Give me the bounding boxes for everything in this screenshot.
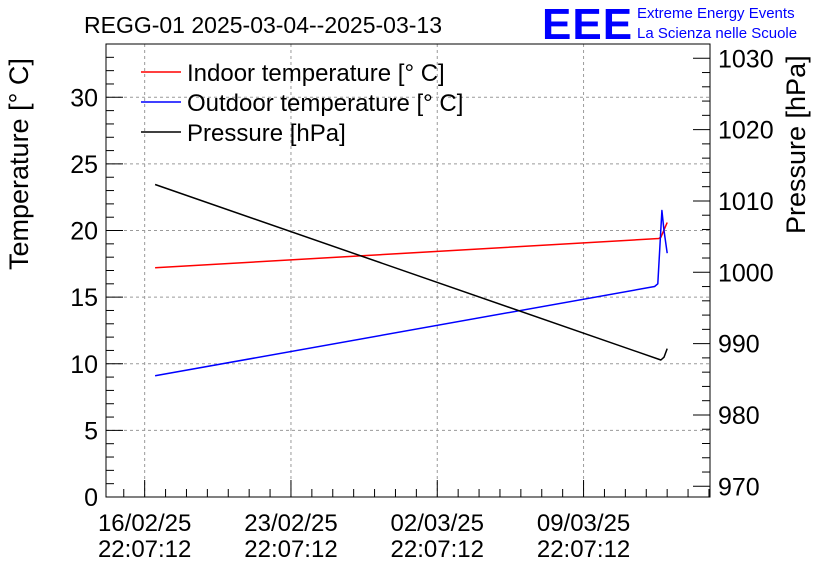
- eee-logo-line1: Extreme Energy Events: [637, 5, 795, 22]
- y-tick-label: 25: [70, 151, 98, 179]
- y2-tick-label: 970: [718, 473, 760, 501]
- y2-axis-label: Pressure [hPa]: [781, 55, 811, 234]
- x-tick-label-time: 22:07:12: [391, 536, 484, 563]
- x-tick-label-date: 16/02/25: [98, 510, 191, 537]
- y-tick-label: 15: [70, 284, 98, 312]
- eee-logo-mark: EEE: [542, 0, 633, 49]
- y-tick-label: 20: [70, 218, 98, 246]
- grid: [106, 44, 710, 497]
- y2-tick-label: 1000: [718, 259, 774, 287]
- y2-tick-label: 1020: [718, 117, 774, 145]
- eee-logo-line2: La Scienza nelle Scuole: [637, 25, 797, 42]
- y-tick-label: 5: [84, 417, 98, 445]
- y2-tick-label: 1030: [718, 45, 774, 73]
- x-tick-label-date: 02/03/25: [391, 510, 484, 537]
- x-tick-label-time: 22:07:12: [98, 536, 191, 563]
- chart-title: REGG-01 2025-03-04--2025-03-13: [84, 12, 442, 38]
- y-axis-label: Temperature [° C]: [4, 58, 34, 270]
- y-tick-label: 0: [84, 484, 98, 512]
- y2-tick-label: 990: [718, 331, 760, 359]
- y2-tick-label: 1010: [718, 188, 774, 216]
- x-tick-label-time: 22:07:12: [537, 536, 630, 563]
- series-line-outdoor-temperature-c: [154, 209, 668, 377]
- legend-label: Pressure [hPa]: [187, 120, 346, 147]
- legend: Indoor temperature [° C] Outdoor temperat…: [141, 60, 463, 147]
- legend-label: Outdoor temperature [° C]: [187, 90, 463, 117]
- x-tick-label-time: 22:07:12: [244, 536, 337, 563]
- y-tick-label: 30: [70, 84, 98, 112]
- series-lines: [154, 183, 668, 377]
- x-tick-label-date: 09/03/25: [537, 510, 630, 537]
- y-tick-label: 10: [70, 351, 98, 379]
- legend-label: Indoor temperature [° C]: [187, 60, 445, 87]
- eee-logo: EEE Extreme Energy Events La Scienza nel…: [542, 0, 797, 49]
- y2-tick-label: 980: [718, 402, 760, 430]
- series-line-pressure-hpa: [154, 183, 668, 361]
- x-tick-label-date: 23/02/25: [244, 510, 337, 537]
- axes: 0 5 10 15 20 25 30 970 980 990 1000 1010 1020 1030 16/…: [70, 43, 774, 563]
